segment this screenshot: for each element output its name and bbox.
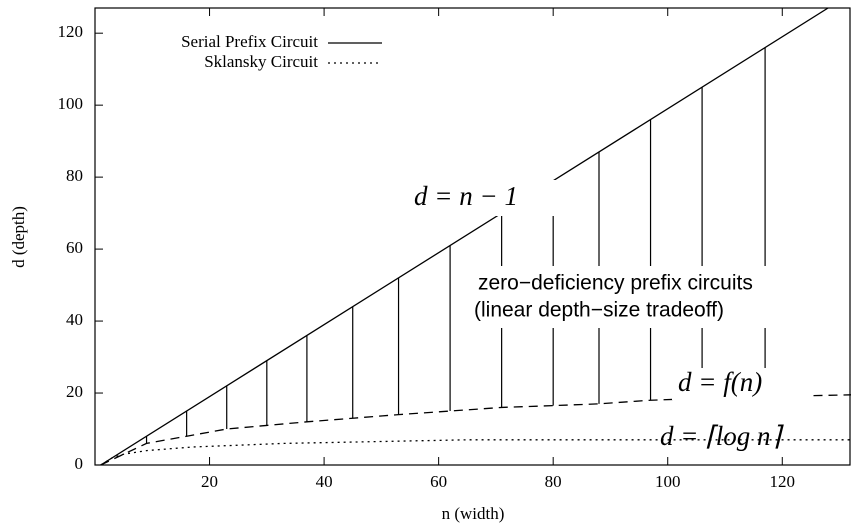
y-tick-label: 20 (66, 382, 83, 401)
series-line (100, 394, 851, 465)
y-tick-label: 0 (75, 454, 84, 473)
x-tick-label: 20 (201, 472, 218, 491)
y-tick-label: 60 (66, 238, 83, 257)
annotations: d = n − 1 zero−deficiency prefix circuit… (410, 180, 812, 451)
y-tick-label: 100 (58, 94, 84, 113)
annotation-bg (672, 368, 812, 400)
annotation: zero−deficiency prefix circuits (478, 272, 753, 295)
annotation-bg (410, 180, 580, 216)
annotation-bg (472, 266, 792, 328)
x-tick-label: 60 (430, 472, 447, 491)
annotation: d = ⌈log n⌉ (660, 421, 785, 451)
annotation: d = f(n) (678, 367, 762, 397)
x-tick-label: 100 (655, 472, 681, 491)
y-tick-label: 40 (66, 310, 83, 329)
y-axis-label: d (depth) (9, 206, 28, 268)
annotation: d = n − 1 (414, 181, 518, 211)
plot-frame (94, 7, 851, 466)
y-tick-label: 80 (66, 166, 83, 185)
series-line (100, 8, 829, 465)
x-axis-label: n (width) (442, 504, 505, 523)
plot (94, 7, 851, 466)
series-line (100, 439, 851, 465)
legend-label: Serial Prefix Circuit (181, 32, 318, 51)
x-tick-label: 80 (545, 472, 562, 491)
y-tick-label: 120 (58, 22, 84, 41)
annotation: (linear depth−size tradeoff) (474, 299, 724, 322)
x-tick-label: 40 (316, 472, 333, 491)
x-tick-label: 120 (770, 472, 796, 491)
legend-label: Sklansky Circuit (204, 52, 318, 71)
